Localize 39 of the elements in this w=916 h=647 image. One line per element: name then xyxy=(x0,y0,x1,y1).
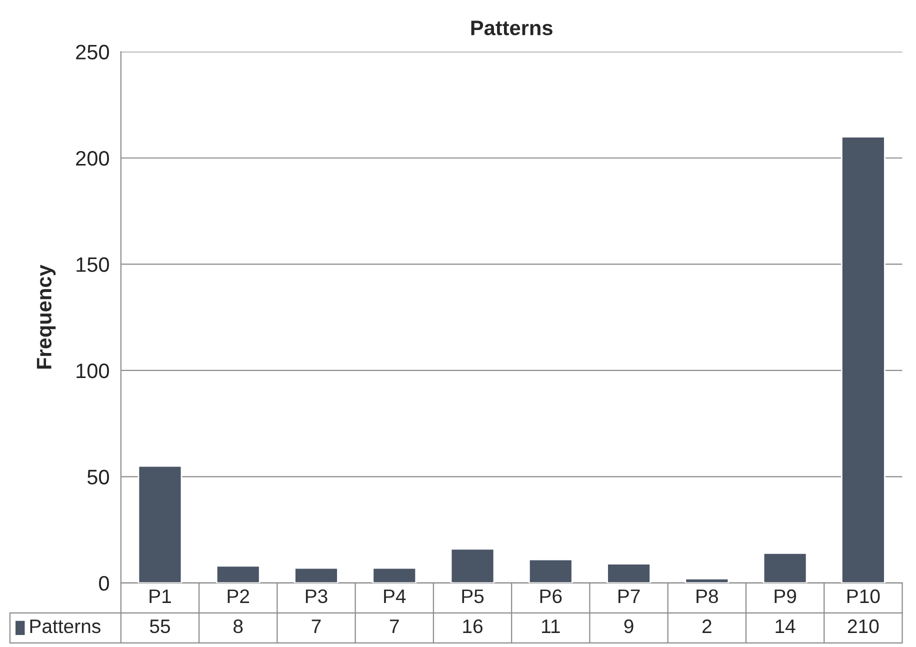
chart-title: Patterns xyxy=(471,20,552,36)
y-tick-label: 250 xyxy=(76,44,109,60)
bar xyxy=(216,565,260,583)
data-label: 9 xyxy=(624,619,634,634)
data-label: 14 xyxy=(776,620,796,633)
y-tick-label: 0 xyxy=(99,576,109,591)
bar xyxy=(450,548,495,583)
x-tick-label: P1 xyxy=(150,590,171,603)
bar xyxy=(841,136,886,583)
x-tick-label: P2 xyxy=(228,589,250,603)
x-tick-label: P8 xyxy=(696,589,718,604)
x-tick-label: P4 xyxy=(384,590,406,603)
x-tick-label: P7 xyxy=(618,590,640,603)
y-tick-label: 150 xyxy=(76,257,109,272)
x-tick-label: P10 xyxy=(847,589,880,604)
y-tick-label: 200 xyxy=(76,151,109,166)
bar xyxy=(528,558,573,583)
bar xyxy=(606,563,651,583)
x-tick-label: P6 xyxy=(540,589,562,604)
data-label: 16 xyxy=(463,619,482,634)
legend-label: Patterns xyxy=(30,620,100,634)
data-label: 55 xyxy=(150,620,170,634)
y-axis-title: Frequency xyxy=(36,264,56,369)
bar xyxy=(138,465,182,583)
data-label: 11 xyxy=(542,620,560,633)
x-tick-label: P3 xyxy=(306,589,328,604)
x-tick-label: P9 xyxy=(774,589,796,604)
y-tick-label: 100 xyxy=(76,363,109,378)
data-label: 210 xyxy=(848,619,879,634)
data-label: 7 xyxy=(312,620,321,633)
data-label: 7 xyxy=(390,620,399,633)
bar xyxy=(684,578,730,583)
y-tick-label: 50 xyxy=(87,470,109,484)
data-label: 2 xyxy=(702,619,712,633)
x-tick-label: P5 xyxy=(462,590,484,604)
bar xyxy=(372,567,417,583)
bar xyxy=(294,567,338,583)
bar xyxy=(762,552,808,583)
data-label: 8 xyxy=(234,619,243,634)
